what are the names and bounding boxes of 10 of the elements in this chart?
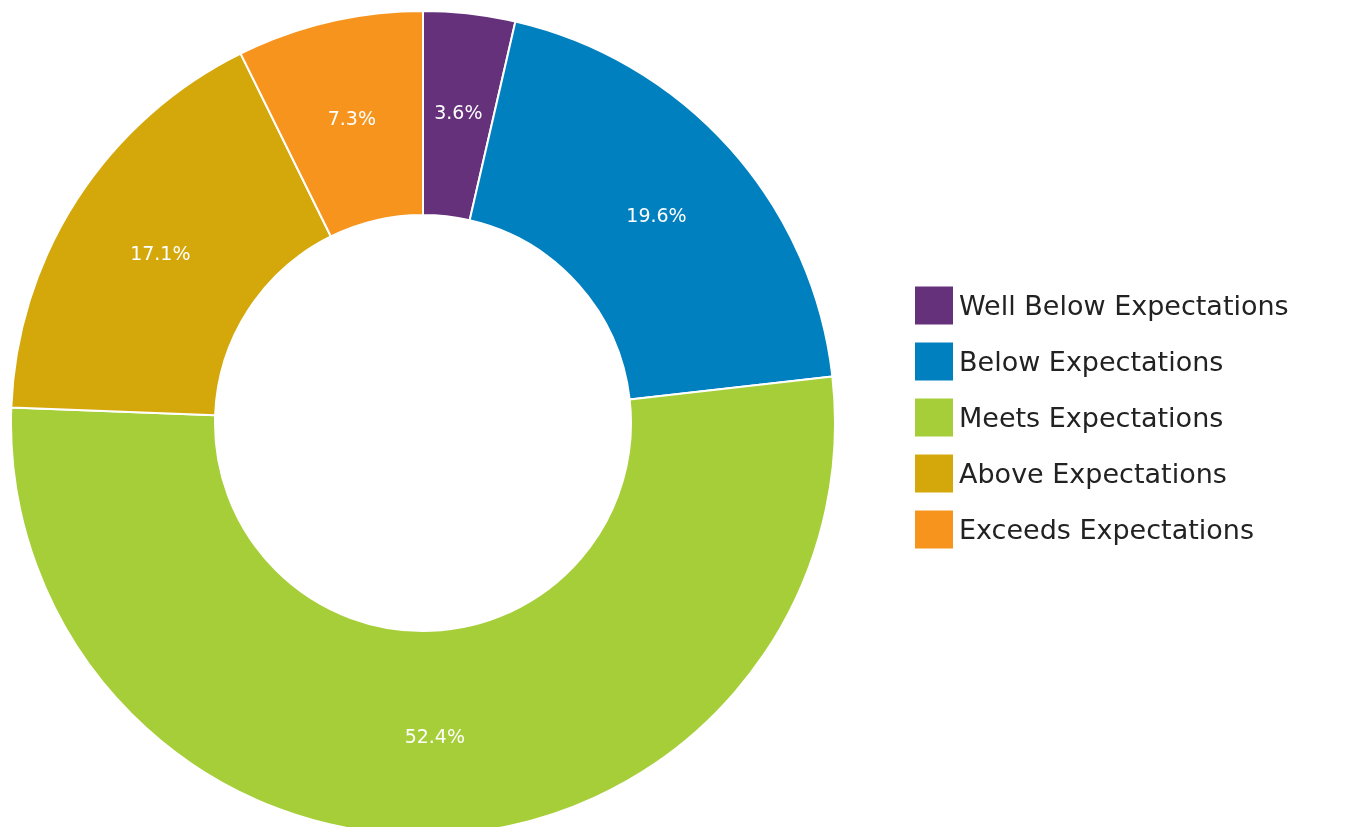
legend-label: Well Below Expectations [959,290,1289,321]
data-label: 52.4% [404,724,465,747]
data-label: 19.6% [626,203,687,226]
data-label: 7.3% [327,107,376,130]
legend-label: Below Expectations [959,346,1224,377]
data-label: 3.6% [434,101,483,123]
legend-label: Above Expectations [959,458,1227,489]
legend-label: Exceeds Expectations [959,514,1254,545]
data-label: 17.1% [130,241,191,264]
legend-label: Meets Expectations [959,402,1224,433]
